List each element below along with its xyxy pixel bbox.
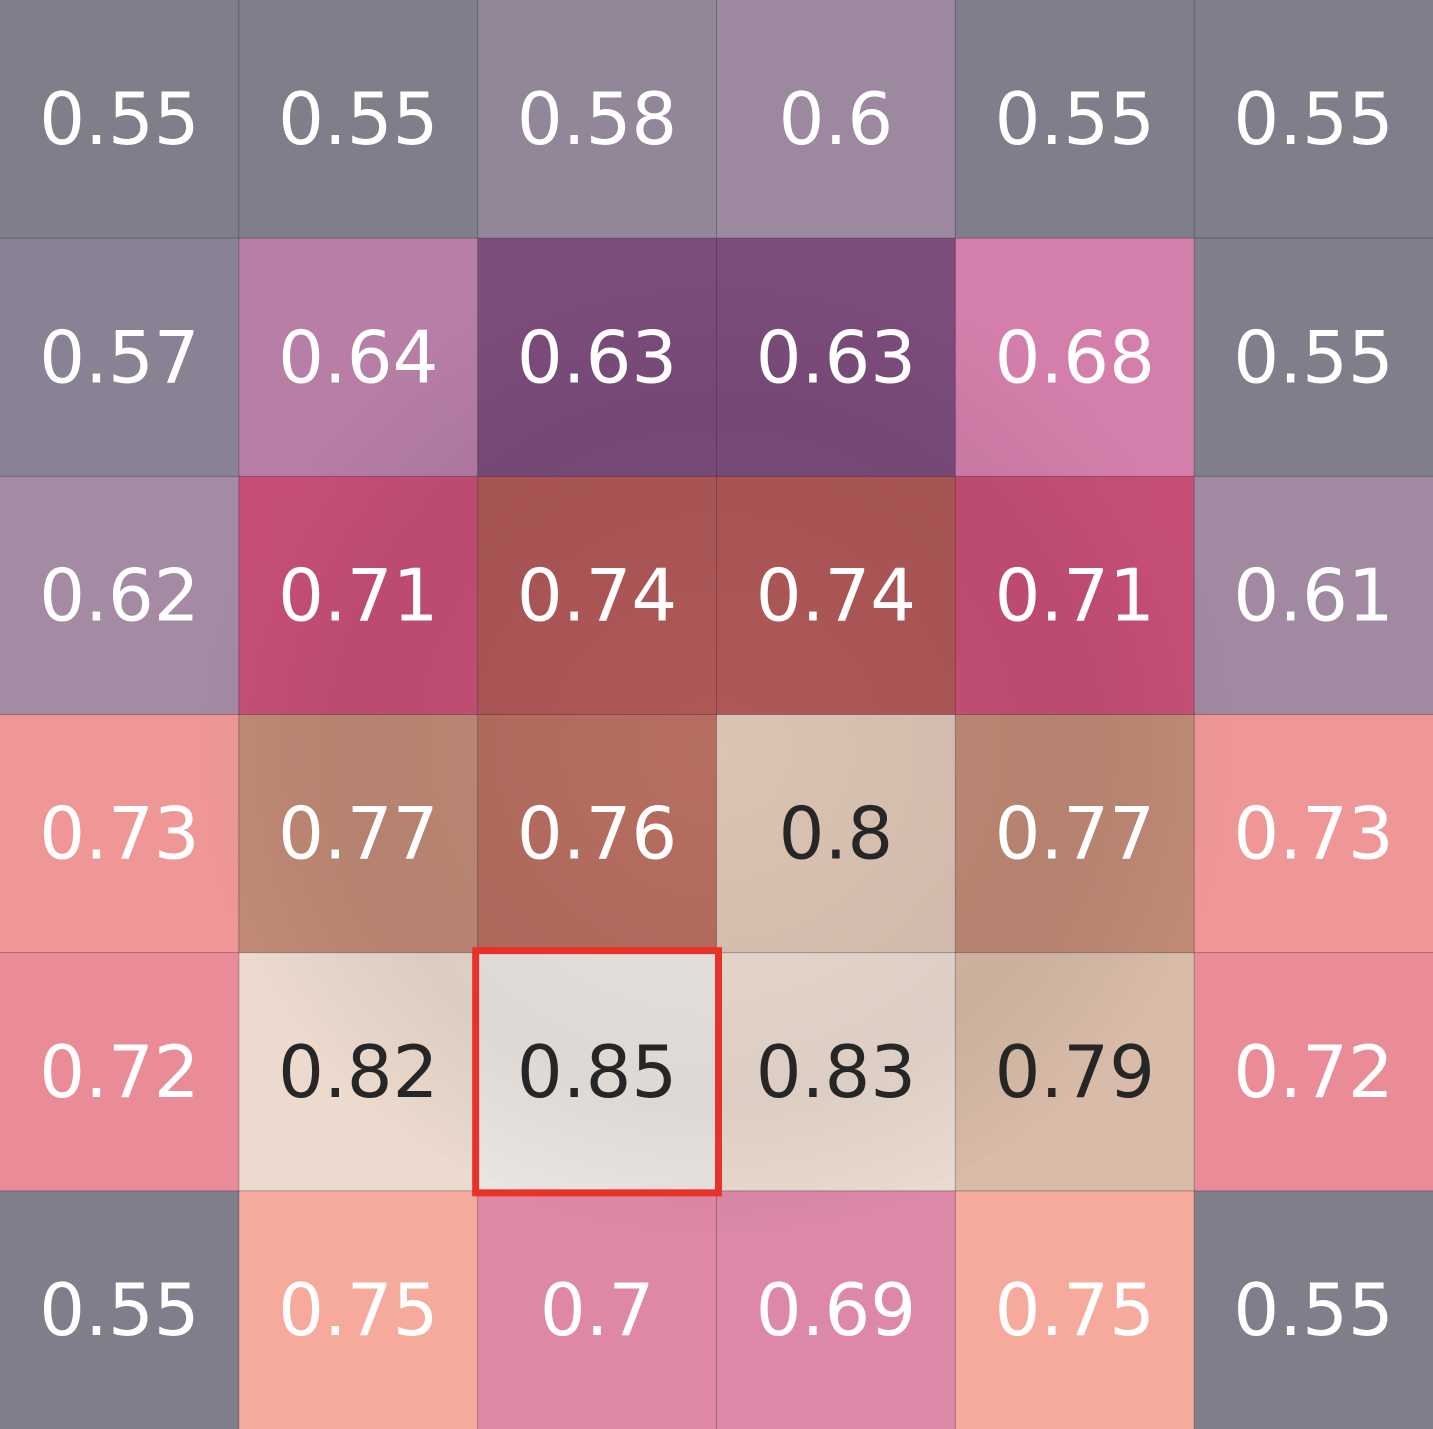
heatmap-label-r5-c0: 0.55: [39, 1268, 199, 1352]
heatmap-cell-r0-c2: [477, 0, 717, 239]
heatmap-label-r1-c5: 0.55: [1233, 315, 1393, 399]
heatmap-cell-r4-c0: [0, 952, 240, 1192]
heatmap-cell-r5-c1: [238, 1190, 479, 1429]
heatmap-cell-r5-c0: [0, 1190, 240, 1429]
heatmap-cell-r0-c0: [0, 0, 240, 239]
heatmap-cell-r5-c3: [716, 1190, 956, 1429]
heatmap-label-r0-c5: 0.55: [1233, 77, 1393, 161]
heatmap-label-r1-c2: 0.63: [517, 315, 677, 399]
heatmap-label-r4-c0: 0.72: [39, 1030, 199, 1114]
heatmap-label-r4-c5: 0.72: [1233, 1030, 1393, 1114]
heatmap-label-r0-c3: 0.6: [779, 77, 894, 161]
heatmap-label-r1-c4: 0.68: [995, 315, 1155, 399]
heatmap-label-r3-c3: 0.8: [779, 792, 894, 876]
heatmap-cell-r0-c5: [1194, 0, 1433, 239]
highlighted-cell-border: [472, 947, 722, 1197]
heatmap-label-r1-c0: 0.57: [39, 315, 199, 399]
heatmap-cell-r1-c5: [1194, 238, 1433, 477]
heatmap-label-r2-c1: 0.71: [278, 553, 438, 637]
heatmap-cell-r2-c5: [1194, 476, 1433, 715]
heatmap-label-r2-c2: 0.74: [517, 553, 677, 637]
heatmap-label-r4-c1: 0.82: [278, 1030, 438, 1114]
heatmap-label-r4-c3: 0.83: [756, 1030, 916, 1114]
heatmap-label-r5-c1: 0.75: [278, 1268, 438, 1352]
heatmap-label-r4-c2: 0.85: [517, 1030, 677, 1114]
heatmap-labels: 0.55 0.55 0.58 0.6 0.55 0.55 0.57 0.64 0.63 0.63 0…: [39, 77, 1393, 1352]
heatmap-label-r3-c2: 0.76: [517, 792, 677, 876]
heatmap-label-r5-c2: 0.7: [540, 1268, 655, 1352]
heatmap-cell-r0-c1: [238, 0, 479, 239]
heatmap-cell-r1-c0: [0, 238, 240, 477]
heatmap-label-r3-c1: 0.77: [278, 792, 438, 876]
brain-slice-overlay: [196, 230, 1236, 1230]
heatmap-label-r2-c0: 0.62: [39, 553, 199, 637]
heatmap-label-r3-c4: 0.77: [995, 792, 1155, 876]
highlight-layer: [472, 947, 722, 1197]
heatmap-label-r4-c4: 0.79: [995, 1030, 1155, 1114]
heatmap-label-r5-c4: 0.75: [995, 1268, 1155, 1352]
heatmap-label-r1-c3: 0.63: [756, 315, 916, 399]
heatmap-label-r2-c5: 0.61: [1233, 553, 1393, 637]
heatmap-label-r3-c0: 0.73: [39, 792, 199, 876]
heatmap-cell-r4-c5: [1194, 952, 1433, 1192]
heatmap-cell-r0-c4: [955, 0, 1195, 239]
heatmap-cell-r5-c2: [477, 1190, 717, 1429]
heatmap-label-r0-c2: 0.58: [517, 77, 677, 161]
heatmap-label-r0-c1: 0.55: [278, 77, 438, 161]
heatmap-label-r1-c1: 0.64: [278, 315, 438, 399]
heatmap-cell-r0-c3: [716, 0, 956, 239]
heatmap-cell-r5-c5: [1194, 1190, 1433, 1429]
heatmap-label-r2-c4: 0.71: [995, 553, 1155, 637]
heatmap-cell-r5-c4: [955, 1190, 1195, 1429]
heatmap-label-r5-c5: 0.55: [1233, 1268, 1393, 1352]
heatmap-label-r3-c5: 0.73: [1233, 792, 1393, 876]
heatmap-label-r5-c3: 0.69: [756, 1268, 916, 1352]
heatmap-label-r2-c3: 0.74: [756, 553, 916, 637]
heatmap-label-r0-c4: 0.55: [995, 77, 1155, 161]
heatmap-label-r0-c0: 0.55: [39, 77, 199, 161]
